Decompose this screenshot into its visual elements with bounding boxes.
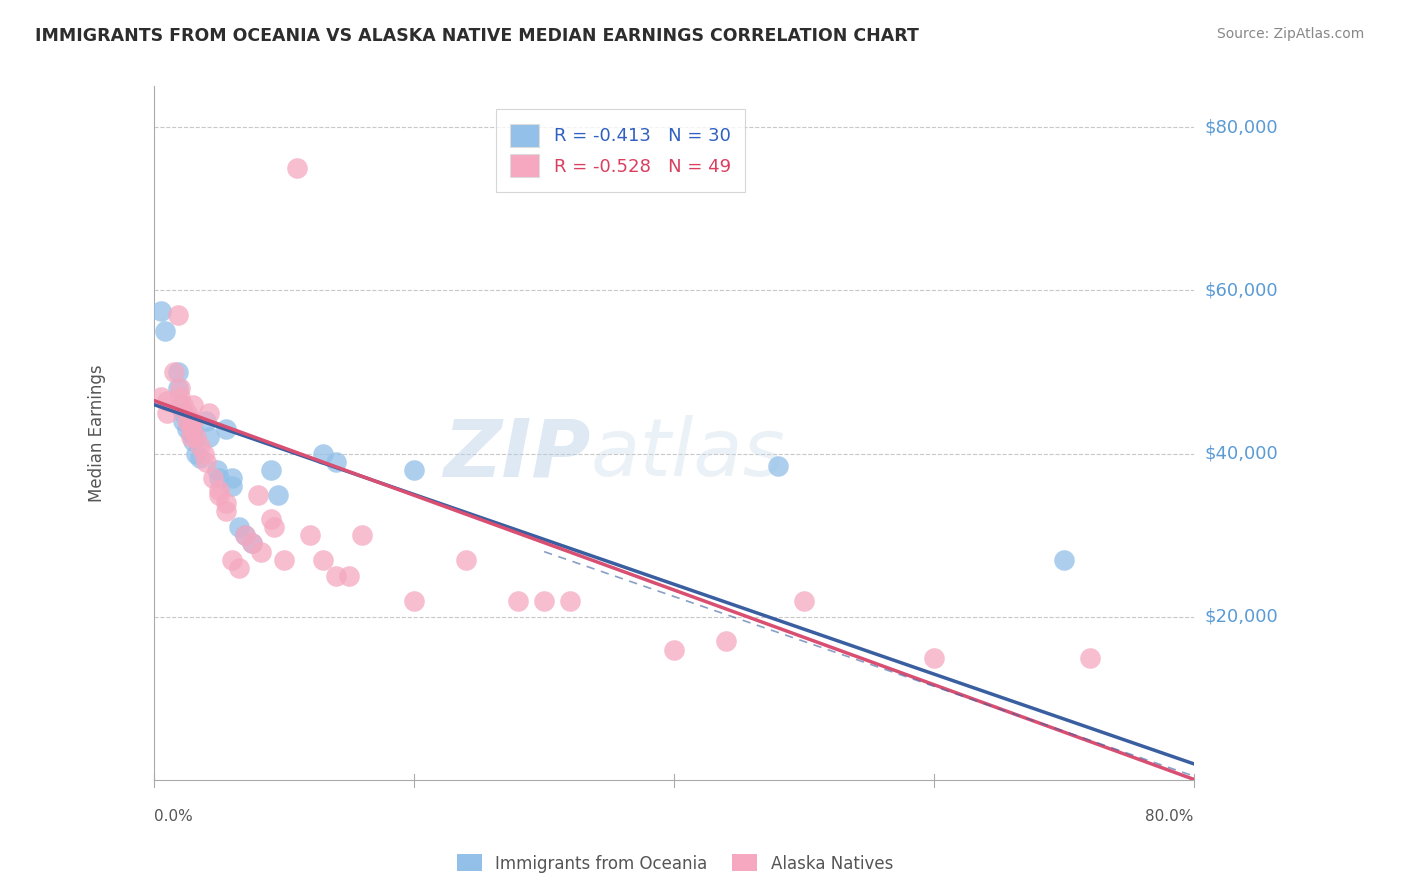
Text: $60,000: $60,000: [1205, 282, 1278, 300]
Point: [233, 528, 256, 542]
Point: [184, 447, 207, 461]
Point: [337, 569, 360, 583]
Point: [163, 365, 186, 379]
Point: [240, 536, 263, 550]
Point: [156, 393, 179, 408]
Text: $80,000: $80,000: [1205, 118, 1278, 136]
Point: [312, 447, 335, 461]
Point: [208, 487, 231, 501]
Point: [240, 536, 263, 550]
Point: [169, 390, 191, 404]
Point: [260, 463, 283, 477]
Point: [149, 303, 172, 318]
Point: [247, 487, 270, 501]
Point: [180, 430, 202, 444]
Point: [205, 463, 228, 477]
Text: Source: ZipAtlas.com: Source: ZipAtlas.com: [1216, 27, 1364, 41]
Point: [172, 414, 194, 428]
Point: [176, 422, 198, 436]
Point: [169, 398, 191, 412]
Point: [558, 593, 581, 607]
Point: [180, 422, 202, 436]
Point: [176, 406, 198, 420]
Point: [201, 471, 224, 485]
Text: 0.0%: 0.0%: [155, 809, 193, 824]
Point: [285, 161, 308, 175]
Point: [325, 455, 347, 469]
Point: [149, 390, 172, 404]
Point: [156, 406, 179, 420]
Text: Median Earnings: Median Earnings: [89, 365, 105, 502]
Point: [506, 593, 529, 607]
Point: [228, 561, 250, 575]
Point: [263, 520, 285, 534]
Point: [325, 569, 347, 583]
Point: [198, 406, 221, 420]
Point: [766, 458, 789, 473]
Point: [714, 634, 737, 648]
Point: [208, 483, 231, 498]
Point: [181, 422, 204, 436]
Point: [188, 450, 211, 465]
Point: [215, 504, 238, 518]
Point: [198, 430, 221, 444]
Legend: R = -0.413   N = 30, R = -0.528   N = 49: R = -0.413 N = 30, R = -0.528 N = 49: [496, 109, 745, 192]
Point: [184, 430, 207, 444]
Point: [195, 414, 218, 428]
Point: [215, 496, 238, 510]
Point: [249, 544, 271, 558]
Point: [404, 593, 426, 607]
Point: [273, 553, 295, 567]
Point: [221, 471, 243, 485]
Point: [221, 479, 243, 493]
Point: [312, 553, 335, 567]
Point: [181, 398, 204, 412]
Point: [233, 528, 256, 542]
Point: [260, 512, 283, 526]
Point: [166, 308, 188, 322]
Point: [181, 414, 204, 428]
Text: $20,000: $20,000: [1205, 608, 1278, 626]
Point: [267, 487, 290, 501]
Point: [180, 426, 202, 441]
Text: atlas: atlas: [591, 415, 786, 493]
Point: [180, 418, 202, 433]
Point: [221, 553, 243, 567]
Point: [172, 398, 194, 412]
Point: [352, 528, 374, 542]
Point: [169, 381, 191, 395]
Point: [404, 463, 426, 477]
Point: [153, 324, 176, 338]
Point: [195, 455, 218, 469]
Point: [1053, 553, 1076, 567]
Point: [456, 553, 478, 567]
Point: [1078, 650, 1101, 665]
Text: $40,000: $40,000: [1205, 445, 1278, 463]
Point: [193, 447, 215, 461]
Legend: Immigrants from Oceania, Alaska Natives: Immigrants from Oceania, Alaska Natives: [450, 847, 900, 880]
Point: [166, 365, 188, 379]
Point: [922, 650, 945, 665]
Point: [215, 422, 238, 436]
Point: [662, 642, 685, 657]
Point: [793, 593, 815, 607]
Point: [181, 434, 204, 449]
Point: [299, 528, 322, 542]
Point: [166, 381, 188, 395]
Text: 80.0%: 80.0%: [1146, 809, 1194, 824]
Point: [533, 593, 555, 607]
Point: [176, 414, 198, 428]
Point: [208, 471, 231, 485]
Point: [172, 406, 194, 420]
Text: IMMIGRANTS FROM OCEANIA VS ALASKA NATIVE MEDIAN EARNINGS CORRELATION CHART: IMMIGRANTS FROM OCEANIA VS ALASKA NATIVE…: [35, 27, 920, 45]
Text: ZIP: ZIP: [443, 415, 591, 493]
Point: [188, 438, 211, 452]
Point: [228, 520, 250, 534]
